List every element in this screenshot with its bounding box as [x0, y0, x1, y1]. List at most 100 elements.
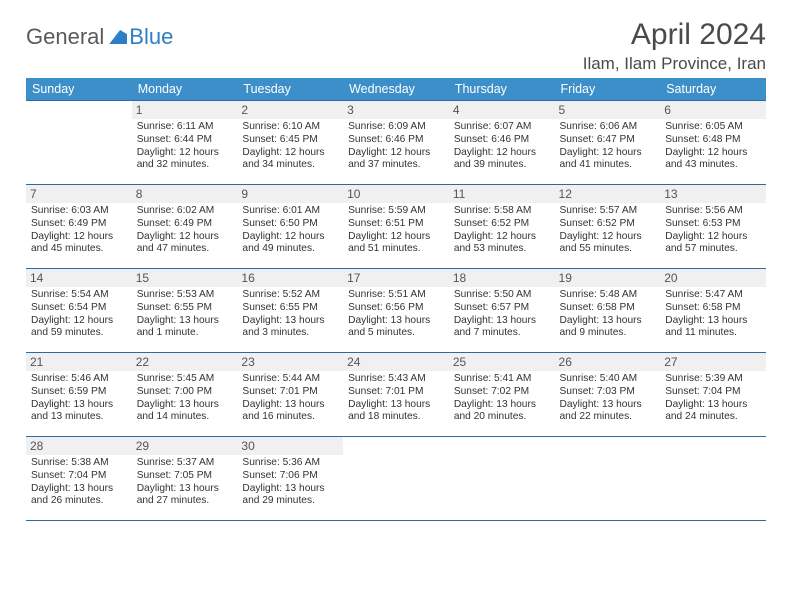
calendar-day-cell: 27 Sunrise: 5:39 AMSunset: 7:04 PMDayligh…: [660, 353, 766, 437]
day-info: Sunrise: 5:47 AMSunset: 6:58 PMDaylight:…: [665, 289, 761, 340]
day-number: 30: [237, 437, 343, 455]
day-number: 3: [343, 101, 449, 119]
day-number: 2: [237, 101, 343, 119]
day-info: Sunrise: 5:54 AMSunset: 6:54 PMDaylight:…: [31, 289, 127, 340]
day-info: Sunrise: 5:43 AMSunset: 7:01 PMDaylight:…: [348, 373, 444, 424]
day-info: Sunrise: 5:59 AMSunset: 6:51 PMDaylight:…: [348, 205, 444, 256]
day-info: Sunrise: 6:06 AMSunset: 6:47 PMDaylight:…: [560, 121, 656, 172]
day-header: Sunday: [26, 78, 132, 101]
logo-text-general: General: [26, 24, 104, 50]
calendar-week-row: 1 Sunrise: 6:11 AMSunset: 6:44 PMDaylight…: [26, 101, 766, 185]
calendar-day-cell: 23 Sunrise: 5:44 AMSunset: 7:01 PMDayligh…: [237, 353, 343, 437]
day-info: Sunrise: 5:39 AMSunset: 7:04 PMDaylight:…: [665, 373, 761, 424]
calendar-day-cell: 8Sunrise: 6:02 AMSunset: 6:49 PMDaylight…: [132, 185, 238, 269]
location-subtitle: Ilam, Ilam Province, Iran: [583, 54, 766, 74]
day-header: Thursday: [449, 78, 555, 101]
day-info: Sunrise: 5:53 AMSunset: 6:55 PMDaylight:…: [137, 289, 233, 340]
calendar-day-cell: 22Sunrise: 5:45 AMSunset: 7:00 PMDayligh…: [132, 353, 238, 437]
calendar-week-row: 7Sunrise: 6:03 AMSunset: 6:49 PMDaylight…: [26, 185, 766, 269]
day-number: 21: [26, 353, 132, 371]
calendar-day-cell: 13Sunrise: 5:56 AMSunset: 6:53 PMDayligh…: [660, 185, 766, 269]
day-number: 1: [132, 101, 238, 119]
calendar-day-cell: 16 Sunrise: 5:52 AMSunset: 6:55 PMDayligh…: [237, 269, 343, 353]
month-title: April 2024: [583, 18, 766, 52]
calendar-day-cell: 1 Sunrise: 6:11 AMSunset: 6:44 PMDaylight…: [132, 101, 238, 185]
logo-shape-icon: [109, 30, 127, 44]
calendar-day-cell: 4 Sunrise: 6:07 AMSunset: 6:46 PMDaylight…: [449, 101, 555, 185]
day-info: Sunrise: 5:52 AMSunset: 6:55 PMDaylight:…: [242, 289, 338, 340]
calendar-day-cell: 25 Sunrise: 5:41 AMSunset: 7:02 PMDayligh…: [449, 353, 555, 437]
day-number: 16: [237, 269, 343, 287]
logo-text-blue: Blue: [129, 24, 173, 50]
calendar-day-cell: 21 Sunrise: 5:46 AMSunset: 6:59 PMDayligh…: [26, 353, 132, 437]
calendar-day-cell: [555, 437, 661, 521]
day-number: 5: [555, 101, 661, 119]
day-info: Sunrise: 5:44 AMSunset: 7:01 PMDaylight:…: [242, 373, 338, 424]
calendar-day-cell: 7Sunrise: 6:03 AMSunset: 6:49 PMDaylight…: [26, 185, 132, 269]
calendar-day-cell: 11Sunrise: 5:58 AMSunset: 6:52 PMDayligh…: [449, 185, 555, 269]
calendar-day-cell: [343, 437, 449, 521]
calendar-day-cell: 12 Sunrise: 5:57 AMSunset: 6:52 PMDayligh…: [555, 185, 661, 269]
calendar-day-cell: 18Sunrise: 5:50 AMSunset: 6:57 PMDayligh…: [449, 269, 555, 353]
calendar-week-row: 28 Sunrise: 5:38 AMSunset: 7:04 PMDayligh…: [26, 437, 766, 521]
calendar-day-cell: 14 Sunrise: 5:54 AMSunset: 6:54 PMDayligh…: [26, 269, 132, 353]
day-info: Sunrise: 5:36 AMSunset: 7:06 PMDaylight:…: [242, 457, 338, 508]
calendar-body: 1 Sunrise: 6:11 AMSunset: 6:44 PMDaylight…: [26, 101, 766, 521]
calendar-day-cell: [26, 101, 132, 185]
day-info: Sunrise: 5:38 AMSunset: 7:04 PMDaylight:…: [31, 457, 127, 508]
day-number: 20: [660, 269, 766, 287]
day-info: Sunrise: 6:09 AMSunset: 6:46 PMDaylight:…: [348, 121, 444, 172]
day-number: 19: [555, 269, 661, 287]
day-number: 6: [660, 101, 766, 119]
calendar-day-cell: [660, 437, 766, 521]
calendar-table: SundayMondayTuesdayWednesdayThursdayFrid…: [26, 78, 766, 521]
day-header: Monday: [132, 78, 238, 101]
day-number: 27: [660, 353, 766, 371]
day-number: 17: [343, 269, 449, 287]
day-info: Sunrise: 5:56 AMSunset: 6:53 PMDaylight:…: [665, 205, 761, 256]
day-number: 24: [343, 353, 449, 371]
day-info: Sunrise: 5:51 AMSunset: 6:56 PMDaylight:…: [348, 289, 444, 340]
day-info: Sunrise: 6:11 AMSunset: 6:44 PMDaylight:…: [137, 121, 233, 172]
calendar-day-cell: 26Sunrise: 5:40 AMSunset: 7:03 PMDayligh…: [555, 353, 661, 437]
day-header: Tuesday: [237, 78, 343, 101]
day-info: Sunrise: 5:45 AMSunset: 7:00 PMDaylight:…: [137, 373, 233, 424]
title-block: April 2024 Ilam, Ilam Province, Iran: [583, 18, 766, 74]
calendar-week-row: 21 Sunrise: 5:46 AMSunset: 6:59 PMDayligh…: [26, 353, 766, 437]
day-info: Sunrise: 5:46 AMSunset: 6:59 PMDaylight:…: [31, 373, 127, 424]
day-number: 12: [555, 185, 661, 203]
calendar-day-cell: 6Sunrise: 6:05 AMSunset: 6:48 PMDaylight…: [660, 101, 766, 185]
day-info: Sunrise: 6:07 AMSunset: 6:46 PMDaylight:…: [454, 121, 550, 172]
day-number: 25: [449, 353, 555, 371]
day-info: Sunrise: 6:10 AMSunset: 6:45 PMDaylight:…: [242, 121, 338, 172]
calendar-day-cell: 30 Sunrise: 5:36 AMSunset: 7:06 PMDayligh…: [237, 437, 343, 521]
day-info: Sunrise: 5:40 AMSunset: 7:03 PMDaylight:…: [560, 373, 656, 424]
calendar-day-cell: [449, 437, 555, 521]
day-info: Sunrise: 5:41 AMSunset: 7:02 PMDaylight:…: [454, 373, 550, 424]
calendar-week-row: 14 Sunrise: 5:54 AMSunset: 6:54 PMDayligh…: [26, 269, 766, 353]
calendar-day-cell: 28 Sunrise: 5:38 AMSunset: 7:04 PMDayligh…: [26, 437, 132, 521]
day-number: 4: [449, 101, 555, 119]
day-info: Sunrise: 6:01 AMSunset: 6:50 PMDaylight:…: [242, 205, 338, 256]
calendar-day-cell: 24 Sunrise: 5:43 AMSunset: 7:01 PMDayligh…: [343, 353, 449, 437]
day-number: 28: [26, 437, 132, 455]
day-info: Sunrise: 5:57 AMSunset: 6:52 PMDaylight:…: [560, 205, 656, 256]
day-header: Friday: [555, 78, 661, 101]
day-number: 29: [132, 437, 238, 455]
day-info: Sunrise: 5:58 AMSunset: 6:52 PMDaylight:…: [454, 205, 550, 256]
calendar-day-cell: 5 Sunrise: 6:06 AMSunset: 6:47 PMDaylight…: [555, 101, 661, 185]
calendar-day-cell: 19Sunrise: 5:48 AMSunset: 6:58 PMDayligh…: [555, 269, 661, 353]
page-header: General Blue April 2024 Ilam, Ilam Provi…: [26, 18, 766, 74]
day-header: Wednesday: [343, 78, 449, 101]
day-number: 14: [26, 269, 132, 287]
day-number: 9: [237, 185, 343, 203]
calendar-day-cell: 3 Sunrise: 6:09 AMSunset: 6:46 PMDaylight…: [343, 101, 449, 185]
calendar-header-row: SundayMondayTuesdayWednesdayThursdayFrid…: [26, 78, 766, 101]
calendar-day-cell: 17 Sunrise: 5:51 AMSunset: 6:56 PMDayligh…: [343, 269, 449, 353]
calendar-day-cell: 9 Sunrise: 6:01 AMSunset: 6:50 PMDaylight…: [237, 185, 343, 269]
day-number: 10: [343, 185, 449, 203]
day-number: 23: [237, 353, 343, 371]
day-number: 7: [26, 185, 132, 203]
calendar-day-cell: 2 Sunrise: 6:10 AMSunset: 6:45 PMDaylight…: [237, 101, 343, 185]
calendar-day-cell: 20 Sunrise: 5:47 AMSunset: 6:58 PMDayligh…: [660, 269, 766, 353]
